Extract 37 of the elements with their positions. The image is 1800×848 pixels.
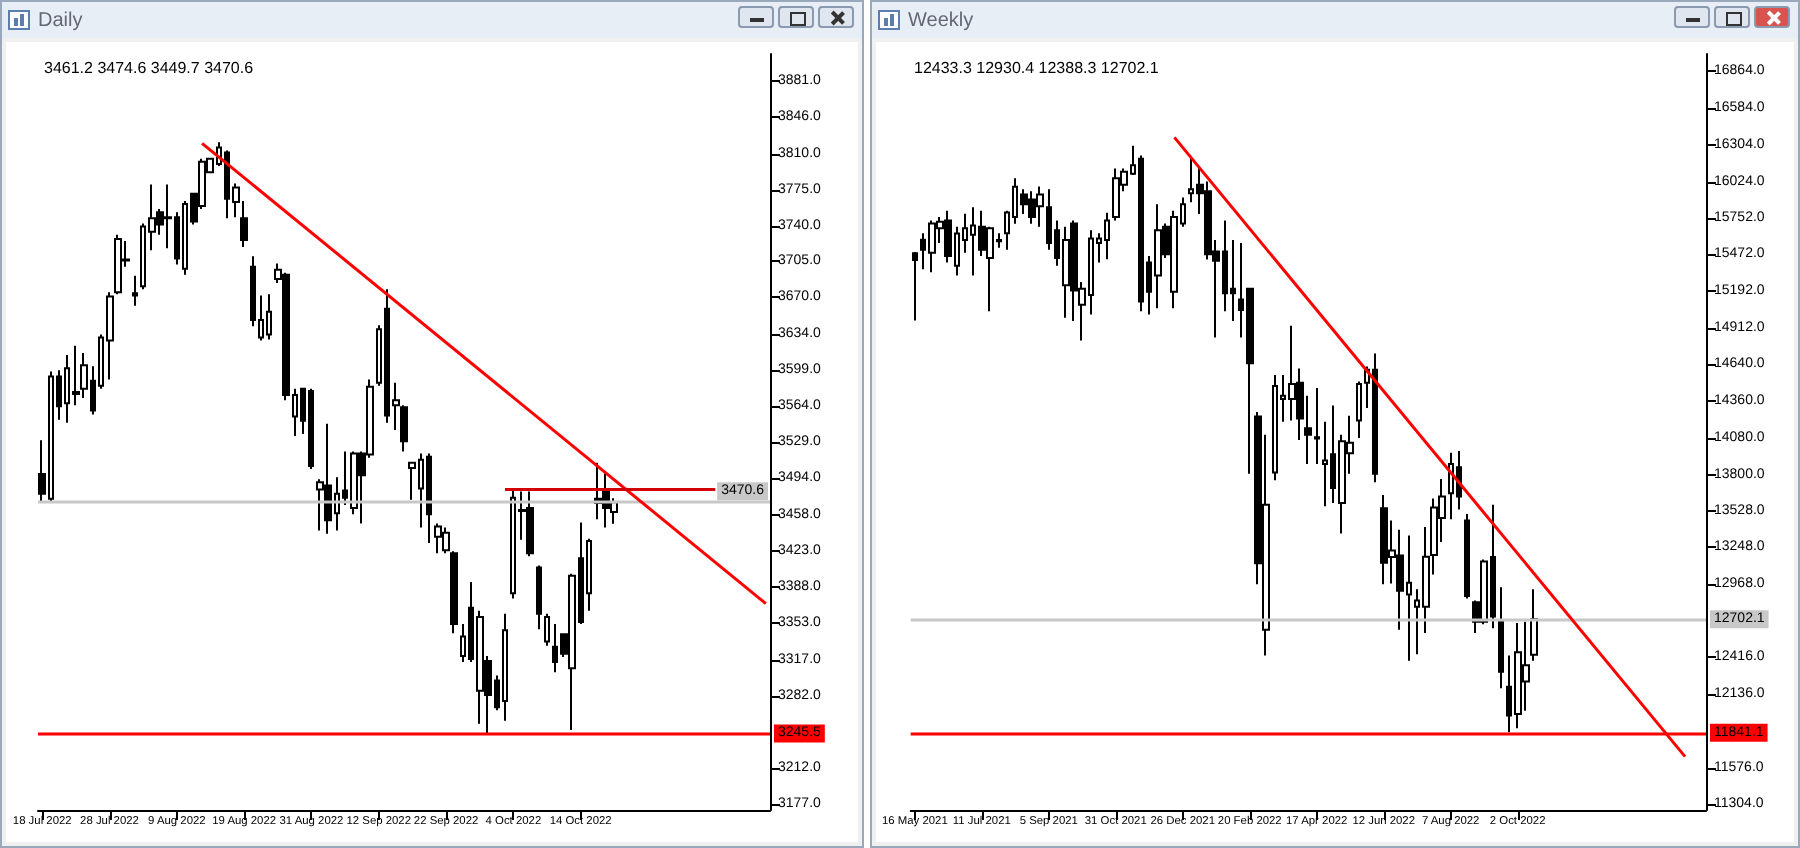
candlestick bbox=[106, 291, 114, 381]
candlestick bbox=[434, 522, 442, 555]
chart-subtitle: 12433.3 12930.4 12388.3 12702.1 bbox=[914, 59, 1160, 77]
candlestick bbox=[1112, 167, 1120, 222]
chart-title: Weekly bbox=[908, 9, 974, 31]
candlestick bbox=[266, 293, 272, 341]
candlestick bbox=[350, 450, 358, 516]
candlestick bbox=[1138, 154, 1144, 313]
candlestick bbox=[1154, 203, 1162, 310]
candlestick bbox=[1062, 225, 1070, 319]
candlestick bbox=[1514, 622, 1522, 730]
candlestick bbox=[324, 422, 332, 535]
candlestick bbox=[442, 526, 450, 555]
candlestick bbox=[114, 233, 122, 296]
candlestick bbox=[1028, 190, 1036, 225]
candlestick bbox=[1464, 512, 1470, 600]
candlestick bbox=[1448, 451, 1454, 521]
candlestick bbox=[912, 251, 918, 322]
candlestick bbox=[1380, 494, 1388, 586]
candlestick bbox=[544, 612, 550, 647]
candlestick bbox=[594, 461, 602, 521]
candlestick bbox=[502, 612, 508, 722]
chart-subtitle: 3461.2 3474.6 3449.7 3470.6 bbox=[44, 59, 255, 77]
candlestick bbox=[1498, 586, 1504, 690]
candlestick bbox=[1104, 211, 1110, 261]
chart-title: Daily bbox=[38, 9, 83, 31]
candlestick bbox=[450, 550, 458, 635]
candlestick bbox=[536, 564, 542, 631]
candlestick bbox=[308, 387, 314, 470]
candlestick bbox=[1372, 352, 1378, 484]
candlestick bbox=[928, 219, 936, 274]
candlestick bbox=[426, 452, 432, 544]
candlestick bbox=[1314, 386, 1320, 465]
candlestick bbox=[1272, 373, 1278, 482]
candlestick bbox=[132, 274, 138, 307]
candlestick bbox=[526, 490, 534, 558]
candlestick bbox=[1530, 588, 1538, 662]
